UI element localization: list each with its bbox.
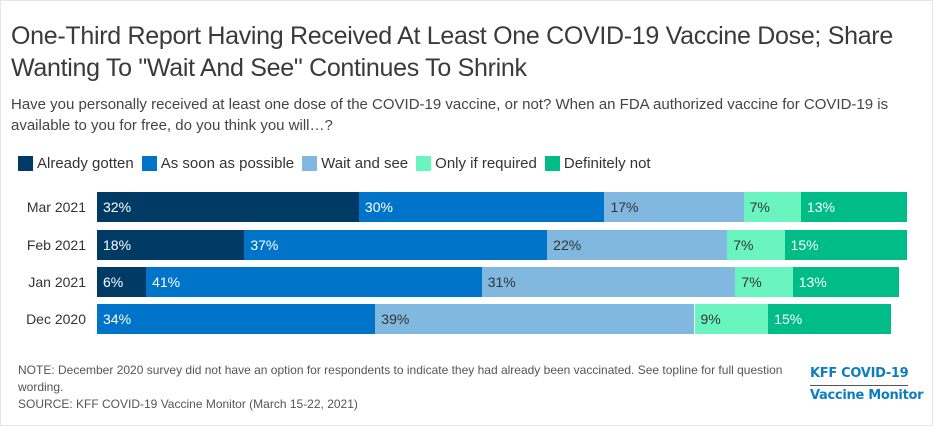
- legend: Already gotten As soon as possible Wait an…: [18, 155, 659, 172]
- bar-segment: 6%: [97, 267, 147, 297]
- bar-segment: 37%: [244, 229, 548, 260]
- data-label: 7%: [741, 274, 762, 290]
- kff-logo[interactable]: KFF COVID-19 Vaccine Monitor: [810, 364, 924, 406]
- bar-segment: 7%: [743, 192, 801, 222]
- bar-segment: 15%: [784, 229, 908, 260]
- legend-label: As soon as possible: [160, 155, 295, 172]
- data-label: 32%: [103, 199, 132, 215]
- data-label: 41%: [152, 274, 181, 290]
- bar-segment: 34%: [97, 304, 376, 334]
- legend-swatch: [302, 156, 318, 171]
- data-label: 31%: [487, 274, 516, 290]
- logo-line2: Vaccine Monitor: [810, 388, 924, 403]
- data-label: 18%: [103, 236, 132, 253]
- note-text: NOTE: December 2020 survey did not have …: [18, 363, 783, 394]
- legend-label: Definitely not: [563, 155, 651, 172]
- legend-item: Wait and see: [302, 155, 408, 172]
- data-label: 34%: [103, 311, 132, 327]
- bar-segment: 17%: [604, 192, 744, 222]
- bar-segment: 13%: [800, 192, 908, 222]
- bar-segment: 15%: [768, 304, 891, 334]
- bar-segment: 18%: [97, 229, 245, 260]
- logo-line1: KFF COVID-19: [810, 364, 909, 386]
- category-label: Jan 2021: [28, 274, 86, 290]
- bar-segment: 32%: [97, 192, 359, 222]
- bar-segment: 7%: [735, 267, 793, 297]
- bar-segment: 22%: [547, 229, 728, 260]
- bar-segment: 9%: [694, 304, 769, 334]
- bar-segment: 39%: [375, 304, 695, 334]
- data-label: 22%: [553, 236, 582, 253]
- data-label: 39%: [381, 311, 410, 327]
- footnote: NOTE: December 2020 survey did not have …: [18, 362, 788, 413]
- legend-label: Only if required: [435, 155, 537, 172]
- data-label: 30%: [364, 199, 393, 215]
- legend-label: Wait and see: [321, 155, 409, 172]
- bar-segment: 31%: [481, 267, 736, 297]
- legend-item: Definitely not: [544, 155, 651, 172]
- data-label: 13%: [806, 199, 835, 215]
- chart-title: One-Third Report Having Received At Leas…: [11, 22, 893, 82]
- data-label: 15%: [774, 311, 803, 327]
- legend-item: As soon as possible: [141, 155, 295, 172]
- data-label: 37%: [250, 236, 279, 253]
- bar-segment: 30%: [358, 192, 605, 222]
- data-label: 9%: [700, 311, 721, 327]
- bar-segment: 13%: [792, 267, 900, 297]
- legend-swatch: [141, 156, 157, 171]
- data-label: 6%: [103, 274, 124, 290]
- bar-segment: 41%: [146, 267, 482, 297]
- chart-subtitle: Have you personally received at least on…: [11, 96, 889, 134]
- data-label: 15%: [790, 236, 819, 253]
- data-label: 13%: [798, 274, 827, 290]
- data-label: 7%: [749, 199, 770, 215]
- legend-swatch: [18, 156, 33, 171]
- legend-item: Only if required: [416, 155, 537, 172]
- legend-item: Already gotten: [18, 155, 134, 172]
- source-text: SOURCE: KFF COVID-19 Vaccine Monitor (Ma…: [18, 397, 358, 411]
- category-label: Mar 2021: [26, 199, 86, 215]
- category-label: Dec 2020: [26, 311, 86, 327]
- legend-swatch: [416, 156, 432, 171]
- data-label: 17%: [610, 199, 639, 215]
- data-label: 7%: [733, 236, 754, 253]
- category-label: Feb 2021: [26, 236, 86, 253]
- bar-segment: 7%: [727, 229, 785, 260]
- legend-swatch: [544, 156, 560, 171]
- legend-label: Already gotten: [37, 155, 134, 172]
